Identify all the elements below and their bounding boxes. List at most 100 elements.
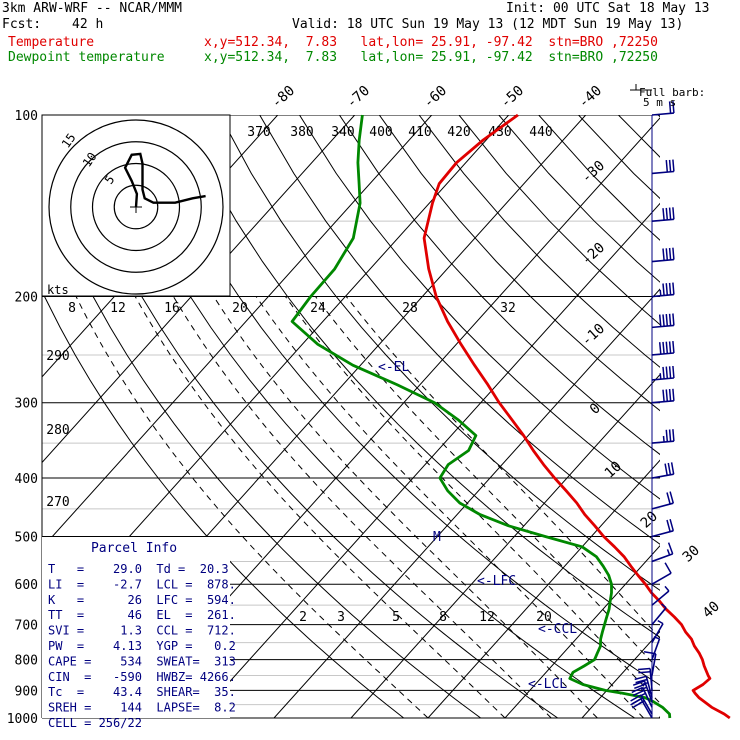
dry-adiabat	[59, 115, 559, 718]
wind-barb	[651, 341, 675, 356]
wind-barb-flag	[661, 603, 667, 609]
wind-barb-flag	[662, 366, 665, 379]
hodograph-trace	[123, 152, 206, 208]
wind-barb-flag	[658, 314, 662, 327]
wind-barb-flag	[662, 208, 665, 221]
isotherm-line	[350, 373, 660, 718]
forecast-hour: 42 h	[72, 17, 104, 32]
wind-barb-flag	[670, 462, 675, 475]
dry-adiabat	[42, 180, 482, 718]
wind-barb-staff	[641, 687, 653, 708]
wind-barb-flag	[666, 519, 671, 532]
mixing-ratio-label: 20	[232, 301, 248, 316]
wind-barb-flag	[672, 207, 675, 220]
wind-barb-flag	[662, 389, 665, 402]
dewpoint-legend-label: Dewpoint temperature	[8, 50, 165, 65]
mixing-ratio-label: 16	[164, 301, 180, 316]
isotherm-label: -30	[579, 158, 609, 187]
wind-barb-flag	[631, 697, 643, 705]
wind-barb-flag	[665, 389, 669, 402]
parcel-info-row: CAPE = 534 SWEAT= 313	[48, 654, 236, 668]
wind-barb-flag	[666, 492, 671, 505]
dry-adiabat	[259, 115, 660, 545]
theta-label: 340	[331, 125, 354, 140]
level-label-el: <-EL	[378, 360, 409, 375]
parcel-info-row: CIN = -590 HWBZ= 4266.	[48, 670, 236, 684]
wind-barb	[651, 388, 675, 404]
wind-barb-flag	[667, 542, 674, 555]
theta-e-label: 270	[46, 495, 69, 510]
hodograph-ring-label: 10	[80, 150, 100, 170]
wind-barb-staff	[651, 553, 673, 563]
wind-barb-flag	[669, 491, 675, 504]
wind-barb-flag	[632, 689, 645, 697]
wind-barb-flag	[668, 389, 672, 402]
theta-label: 370	[247, 125, 270, 140]
wind-barb-flag	[672, 429, 675, 442]
wind-barb	[651, 207, 675, 222]
isotherm-label: -60	[421, 83, 451, 112]
parcel-info-title: Parcel Info	[91, 541, 177, 556]
wind-barb-flag	[672, 159, 675, 172]
pressure-label-200: 200	[15, 291, 38, 306]
wind-barb-flag	[659, 289, 662, 296]
wind-barb-flag	[669, 519, 675, 531]
pressure-label-400: 400	[15, 472, 38, 487]
hodograph-ring	[113, 184, 159, 230]
wind-barb	[632, 680, 653, 703]
moist-adiabat	[75, 296, 429, 718]
wind-barb-flag	[668, 101, 672, 114]
temperature-legend-label: Temperature	[8, 35, 95, 50]
wind-barb-staff	[651, 440, 674, 444]
wind-barb	[651, 519, 675, 538]
wind-barb-flag	[634, 683, 646, 690]
isotherm-line	[504, 545, 660, 718]
level-label-lcl: <-LCL	[528, 677, 567, 692]
theta-e-label: 290	[46, 349, 69, 364]
header: 3km ARW-WRF -- NCAR/MMM Init: 00 UTC Sat…	[0, 0, 740, 70]
mixing-ratio-label: 5	[392, 610, 400, 625]
init-time: Init: 00 UTC Sat 18 May 13	[506, 1, 710, 16]
isotherm-line	[196, 202, 660, 718]
wind-barb-staff	[643, 680, 653, 703]
wind-barb	[630, 694, 653, 715]
pressure-label-1000: 1000	[7, 712, 38, 727]
wind-barb-flag	[664, 585, 670, 592]
pressure-label-900: 900	[15, 684, 38, 699]
mixing-ratio-label: 20	[536, 610, 552, 625]
pressure-label-800: 800	[15, 654, 38, 669]
moist-adiabat	[315, 296, 660, 672]
wind-barb	[634, 675, 653, 698]
moist-adiabat	[213, 296, 598, 718]
wind-barb-flag	[640, 686, 647, 691]
mixing-ratio-label: 32	[500, 301, 516, 316]
mixing-ratio-label: 24	[310, 301, 326, 316]
hodograph-ring	[91, 162, 181, 252]
parcel-info-background	[42, 537, 230, 718]
wind-barb-flag	[634, 675, 647, 681]
wind-barb-flag	[642, 681, 649, 686]
wind-barb-flag	[665, 283, 669, 296]
wind-barb-flag	[672, 313, 675, 326]
moist-adiabat	[255, 296, 644, 718]
wind-barb	[651, 247, 675, 263]
wind-barb-flag	[665, 366, 669, 379]
wind-barb-staff	[651, 638, 661, 660]
wind-barb	[651, 429, 675, 444]
wind-barb	[651, 603, 667, 626]
pressure-label-500: 500	[15, 530, 38, 545]
isotherm-label: -10	[579, 321, 609, 350]
wind-barb-flag	[662, 283, 665, 296]
wind-barb-staff	[651, 607, 667, 626]
parcel-info-row: TT = 46 EL = 261.	[48, 608, 236, 622]
parcel-info-row: Tc = 43.4 SHEAR= 35.	[48, 685, 236, 699]
pressure-label-300: 300	[15, 397, 38, 412]
parcel-info-row: LI = -2.7 LCL = 878.	[48, 577, 236, 591]
wind-barb-staff	[640, 694, 653, 715]
wind-barb	[631, 686, 653, 708]
wind-barb-flag	[672, 365, 675, 379]
hodograph-ring	[70, 141, 202, 273]
dry-adiabat	[418, 115, 660, 368]
wind-barb-flag	[638, 700, 645, 705]
